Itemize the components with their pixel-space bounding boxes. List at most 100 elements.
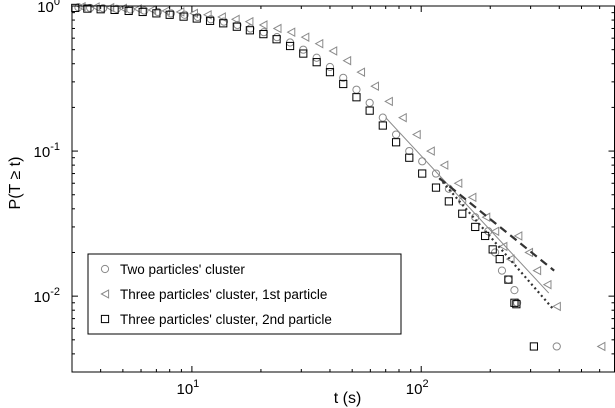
legend: Two particles' cluster Three particles' c… xyxy=(87,253,402,335)
data-point xyxy=(299,49,308,58)
data-point xyxy=(488,245,497,254)
data-point xyxy=(219,17,229,26)
data-point xyxy=(286,27,296,37)
data-point xyxy=(444,197,453,206)
data-point xyxy=(244,16,254,27)
legend-label: Two particles' cluster xyxy=(120,262,245,277)
data-point xyxy=(352,93,361,102)
legend-item-1: Two particles' cluster xyxy=(100,262,245,277)
data-point xyxy=(370,81,379,92)
legend-item-3: Three particles' cluster, 2nd particle xyxy=(100,312,332,327)
data-point xyxy=(391,130,401,139)
data-point xyxy=(230,14,240,25)
data-point xyxy=(258,20,268,30)
data-point xyxy=(512,300,521,309)
legend-marker xyxy=(100,314,110,324)
data-point xyxy=(467,192,477,203)
data-point xyxy=(532,265,542,276)
data-point xyxy=(365,98,374,107)
y-tick-label: 10-1 xyxy=(34,141,60,161)
data-point xyxy=(259,30,268,39)
x-tick-label: 102 xyxy=(406,378,429,398)
data-point xyxy=(140,6,149,15)
data-point xyxy=(458,209,467,218)
data-point xyxy=(312,58,321,67)
data-point xyxy=(314,38,324,49)
data-point xyxy=(272,35,281,44)
data-point xyxy=(495,255,504,264)
fit-line-solid xyxy=(385,117,550,294)
series-2 xyxy=(76,1,606,352)
data-point xyxy=(426,146,435,156)
data-point xyxy=(356,67,366,77)
data-point xyxy=(513,231,523,241)
fit-line-dotted xyxy=(438,177,555,311)
x-tick-label: 101 xyxy=(176,378,199,398)
x-axis-label: t (s) xyxy=(334,390,362,407)
legend-marker xyxy=(100,289,110,299)
data-point xyxy=(339,79,348,89)
data-point xyxy=(439,160,449,170)
data-point xyxy=(339,73,348,82)
data-point xyxy=(596,341,606,352)
data-point xyxy=(328,46,338,56)
legend-box xyxy=(87,253,402,335)
data-point xyxy=(378,113,387,122)
data-point xyxy=(411,129,421,140)
y-tick-label: 100 xyxy=(37,0,60,16)
data-point xyxy=(246,24,255,33)
data-point xyxy=(471,222,480,232)
data-point xyxy=(378,121,387,130)
y-axis-label: P(T ≥ t) xyxy=(7,157,24,210)
data-point xyxy=(152,9,161,18)
data-point xyxy=(453,178,463,189)
data-point xyxy=(431,169,441,178)
data-point xyxy=(153,7,162,17)
data-point xyxy=(505,254,515,264)
data-marks xyxy=(71,1,606,352)
data-point xyxy=(529,342,538,351)
data-point xyxy=(245,26,254,35)
data-point xyxy=(405,153,414,162)
axis-ticks xyxy=(71,5,615,373)
data-point xyxy=(217,12,226,22)
legend-item-2: Three particles' cluster, 1st particle xyxy=(100,287,327,302)
data-point xyxy=(542,279,552,290)
data-point xyxy=(312,53,321,62)
data-point xyxy=(490,226,500,237)
data-point xyxy=(90,2,100,12)
data-point xyxy=(179,12,188,21)
data-point xyxy=(391,138,401,147)
data-point xyxy=(325,68,335,77)
y-tick-label: 10-2 xyxy=(34,286,60,306)
data-point xyxy=(285,41,295,51)
data-point xyxy=(232,22,241,31)
data-point xyxy=(300,32,310,42)
data-point xyxy=(497,266,507,275)
data-point xyxy=(342,55,352,66)
tick-labels: 101 102 10-2 10-1 100 xyxy=(34,0,429,398)
data-point xyxy=(233,20,242,30)
data-point xyxy=(552,342,561,351)
data-point xyxy=(205,16,215,25)
data-point xyxy=(398,112,407,123)
fit-lines xyxy=(385,117,555,311)
data-point xyxy=(138,7,147,17)
data-point xyxy=(510,286,519,295)
fit-line-dashed xyxy=(438,177,555,272)
data-point xyxy=(219,19,228,28)
data-point xyxy=(272,23,282,34)
data-point xyxy=(192,14,201,23)
data-point xyxy=(510,298,519,307)
legend-label: Three particles' cluster, 2nd particle xyxy=(120,312,332,327)
data-point xyxy=(504,275,513,284)
data-point xyxy=(165,10,174,19)
legend-marker xyxy=(100,264,110,274)
data-point xyxy=(365,106,374,115)
data-point xyxy=(384,96,393,107)
data-point xyxy=(431,183,441,192)
legend-label: Three particles' cluster, 1st particle xyxy=(120,287,327,302)
data-point xyxy=(405,146,414,156)
series-3 xyxy=(71,3,538,351)
